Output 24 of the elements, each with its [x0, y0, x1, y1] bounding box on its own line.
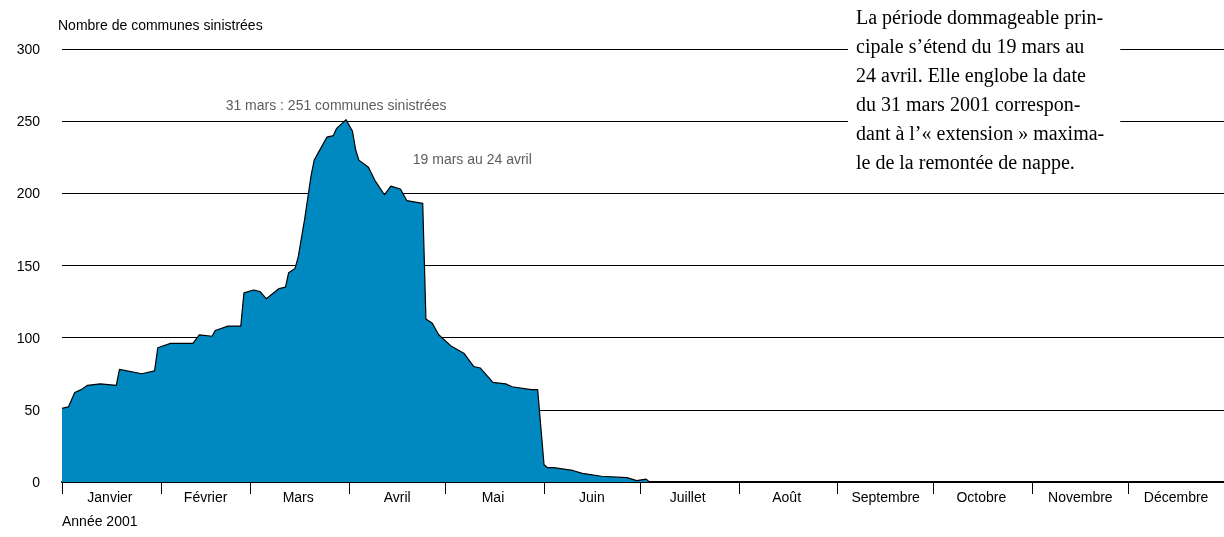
x-tick-label: Juin — [579, 489, 605, 505]
y-tick-label: 250 — [16, 113, 41, 130]
x-tick-label: Janvier — [87, 489, 133, 505]
x-tick-label: Avril — [383, 489, 411, 505]
annotation: La période dommageable prin- cipale s’étend du 19 mars au 24 avril. Elle englobe la date du 31 mars 2001 correspon- dant à l’« extension » maxima- le de la remontée de nappe. — [856, 5, 1105, 174]
x-tick-label: Septembre — [851, 489, 921, 505]
y-tick-label: 0 — [32, 474, 41, 490]
y-tick-label: 100 — [16, 329, 41, 346]
y-tick-label: 150 — [16, 257, 41, 274]
x-tick-label: Mars — [282, 489, 314, 505]
x-axis-title: Année 2001 — [62, 513, 138, 529]
y-tick-label: 300 — [16, 41, 41, 57]
x-tick-label: Juillet — [669, 489, 706, 505]
x-tick-label: Février — [183, 489, 228, 505]
x-tick-label: Août — [772, 489, 802, 505]
x-tick-label: Décembre — [1143, 489, 1209, 505]
annotation: 19 mars au 24 avril — [412, 151, 532, 167]
y-tick-label: 200 — [16, 185, 41, 202]
x-tick-label: Novembre — [1048, 489, 1113, 505]
x-tick-label: Mai — [481, 489, 505, 505]
annotation: 31 mars : 251 communes sinistrées — [225, 96, 447, 113]
y-axis-title: Nombre de communes sinistrées — [58, 17, 263, 33]
y-tick-label: 50 — [24, 401, 41, 418]
x-tick-label: Octobre — [956, 489, 1007, 505]
